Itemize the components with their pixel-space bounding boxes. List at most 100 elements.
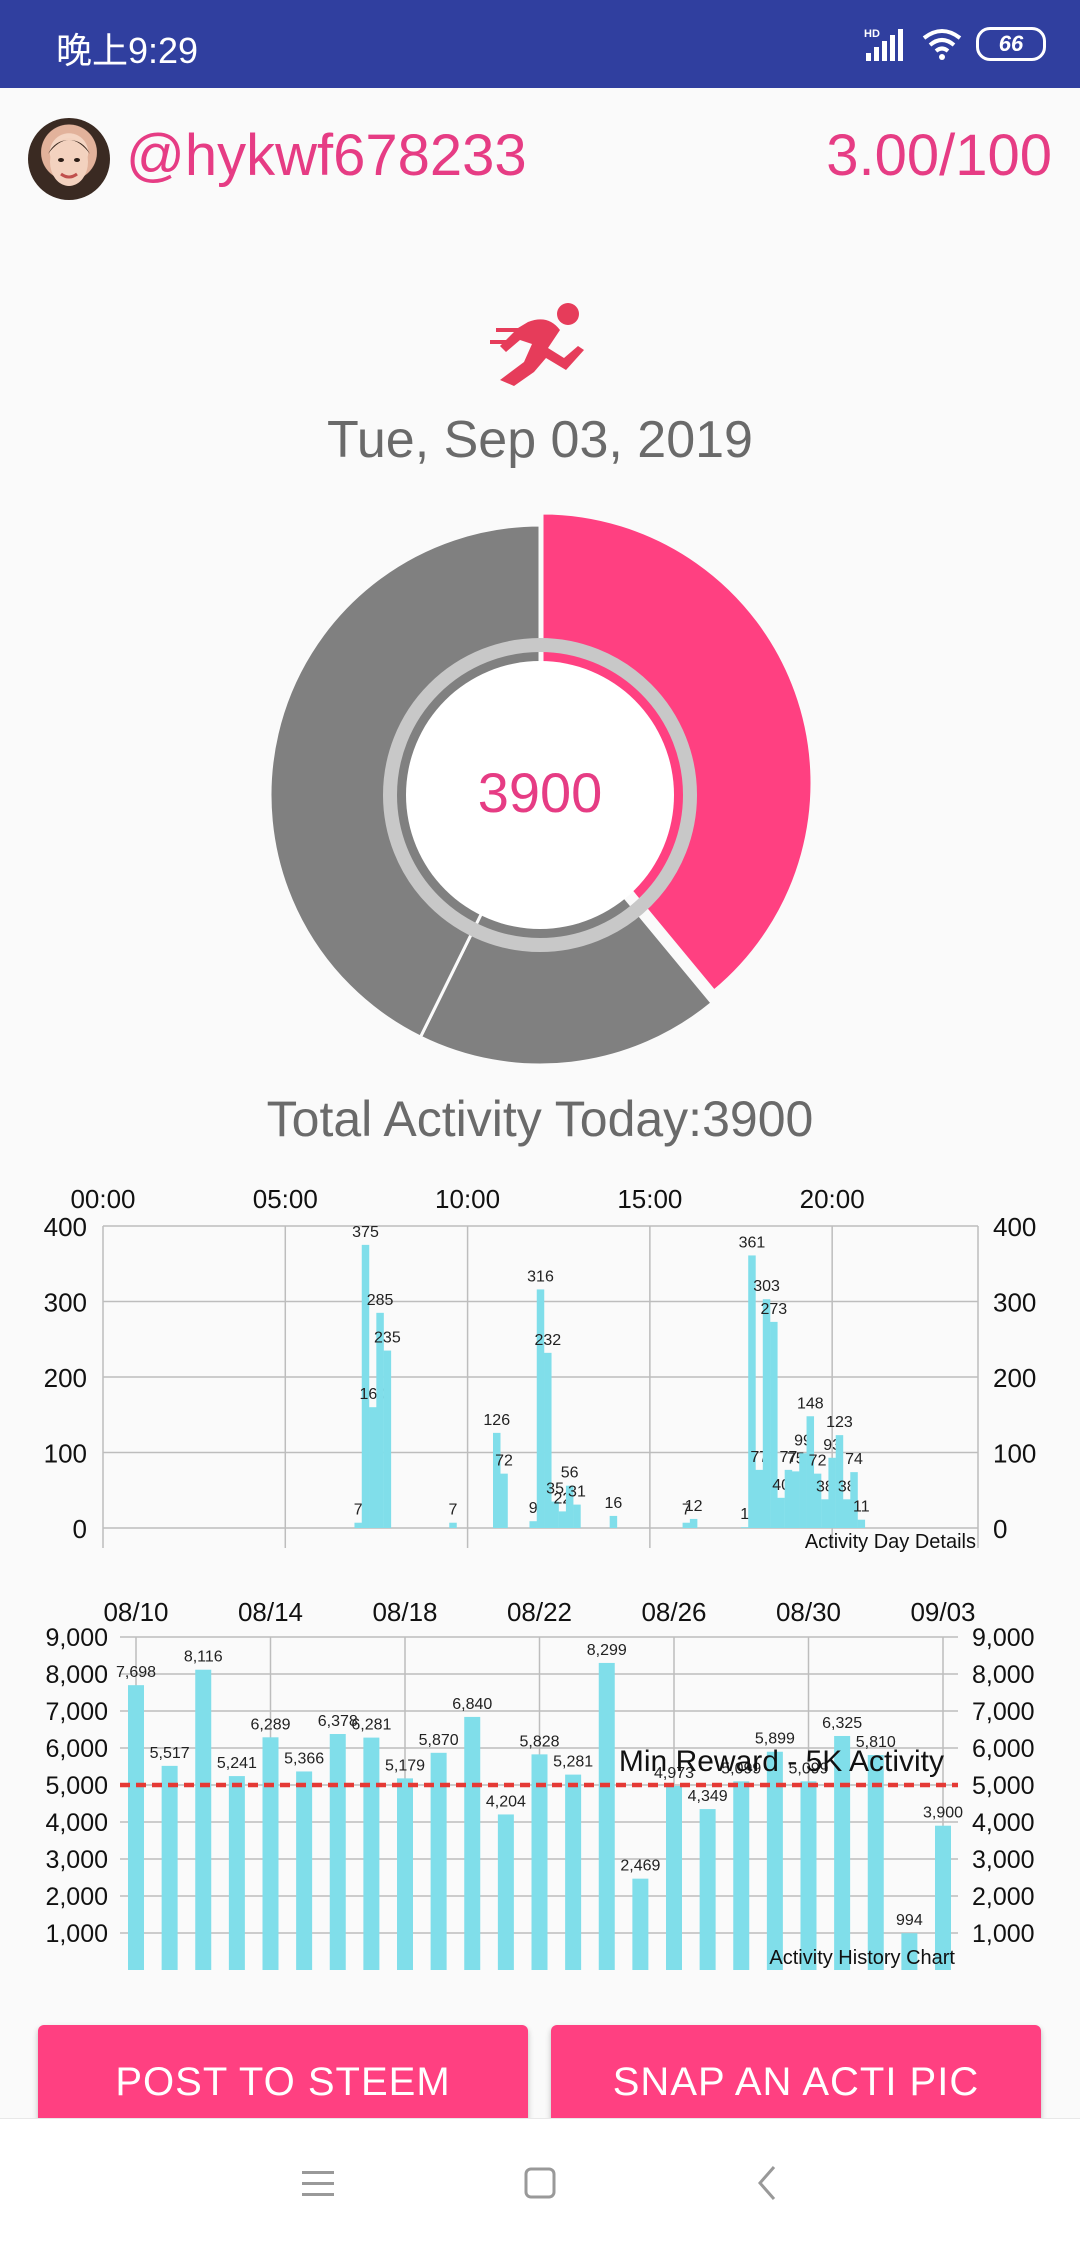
day-bar	[383, 1350, 392, 1528]
day-bar	[529, 1521, 537, 1528]
day-data-label: 12	[685, 1498, 703, 1515]
day-bar	[609, 1515, 618, 1528]
day-bar	[791, 1471, 800, 1528]
history-data-label: 6,289	[250, 1716, 290, 1733]
day-data-label: 1	[740, 1506, 749, 1523]
back-chevron-icon[interactable]	[738, 2159, 798, 2209]
history-y-tick-right: 9,000	[972, 1624, 1035, 1652]
home-square-icon[interactable]	[510, 2159, 570, 2209]
history-y-tick-right: 1,000	[972, 1920, 1035, 1948]
history-y-tick-right: 5,000	[972, 1772, 1035, 1800]
day-bar	[813, 1473, 822, 1528]
history-bar	[128, 1685, 144, 1970]
day-x-tick: 05:00	[253, 1184, 318, 1214]
username: @hykwf678233	[126, 123, 527, 188]
day-bar	[500, 1473, 508, 1528]
activity-history-chart: 1,000 1,000 2,000 2,000 3,000 3,000 4,000 4,000…	[45, 1597, 1035, 1970]
history-y-tick-left: 6,000	[45, 1735, 108, 1763]
history-data-label: 5,099	[721, 1760, 761, 1777]
day-data-label: 7	[682, 1502, 691, 1519]
history-data-label: 4,349	[688, 1788, 728, 1805]
avatar[interactable]	[28, 118, 110, 200]
history-data-label: 8,299	[587, 1642, 627, 1659]
day-bar	[850, 1472, 858, 1528]
day-x-tick: 10:00	[435, 1184, 500, 1214]
history-bar	[464, 1716, 481, 1970]
day-bar	[748, 1255, 756, 1528]
runner-icon	[490, 303, 584, 386]
history-bar	[733, 1781, 750, 1970]
day-data-label: 72	[495, 1453, 513, 1470]
day-bar	[843, 1499, 851, 1528]
day-y-tick-right: 200	[993, 1363, 1036, 1393]
history-data-label: 6,378	[318, 1713, 358, 1730]
day-data-label: 273	[760, 1301, 787, 1318]
day-data-label: 9	[529, 1500, 538, 1517]
status-icons: HD 66	[864, 22, 1046, 66]
day-y-tick-right: 0	[993, 1514, 1007, 1544]
history-y-tick-left: 4,000	[45, 1809, 108, 1837]
history-data-label: 5,899	[755, 1731, 795, 1748]
day-bar	[565, 1485, 574, 1528]
history-y-tick-left: 3,000	[45, 1846, 108, 1874]
day-data-label: 7	[354, 1502, 363, 1519]
day-bar	[354, 1522, 362, 1528]
history-data-label: 5,281	[553, 1754, 593, 1771]
history-bar	[363, 1737, 380, 1970]
history-bar	[228, 1776, 245, 1970]
menu-icon[interactable]	[288, 2159, 348, 2209]
history-data-label: 5,870	[419, 1732, 459, 1749]
history-data-label: 5,517	[150, 1745, 190, 1762]
day-data-label: 56	[561, 1465, 579, 1482]
day-data-label: 123	[826, 1414, 853, 1431]
day-data-label: 31	[568, 1484, 586, 1501]
history-data-label: 7,698	[116, 1664, 156, 1681]
history-bar	[800, 1781, 817, 1970]
history-bar	[195, 1669, 212, 1970]
history-bar	[766, 1751, 783, 1970]
day-x-tick: 00:00	[70, 1184, 135, 1214]
history-x-tick: 08/10	[103, 1597, 168, 1627]
day-bar	[762, 1299, 771, 1528]
day-y-tick-left: 200	[44, 1363, 87, 1393]
history-bar	[666, 1785, 682, 1970]
history-data-label: 8,116	[184, 1649, 223, 1666]
history-bar	[397, 1778, 413, 1970]
day-x-tick: 20:00	[800, 1184, 865, 1214]
battery-icon: 66	[976, 27, 1046, 61]
day-data-label: 285	[367, 1292, 394, 1309]
day-data-label: 72	[809, 1453, 827, 1470]
history-bar	[901, 1933, 918, 1970]
profile-header: @hykwf678233 3.00/100	[0, 108, 1080, 204]
history-bar	[867, 1755, 884, 1970]
day-data-label: 235	[374, 1330, 401, 1347]
history-x-tick: 08/18	[372, 1597, 437, 1627]
history-bar	[598, 1662, 615, 1970]
history-data-label: 4,204	[486, 1793, 526, 1810]
day-bar	[770, 1321, 778, 1528]
history-bar	[497, 1814, 514, 1970]
history-bar	[430, 1752, 447, 1970]
history-x-tick: 08/14	[238, 1597, 303, 1627]
history-data-label: 5,179	[385, 1757, 425, 1774]
history-bar	[935, 1825, 951, 1970]
history-bar	[699, 1809, 716, 1970]
history-data-label: 2,469	[620, 1858, 660, 1875]
day-bar	[376, 1312, 384, 1528]
history-data-label: 5,828	[519, 1733, 559, 1750]
day-bar	[784, 1469, 793, 1528]
history-bar	[565, 1774, 582, 1970]
wifi-icon	[922, 29, 962, 60]
avatar-face-icon	[48, 138, 90, 186]
history-x-tick: 09/03	[910, 1597, 975, 1627]
history-data-label: 3,900	[923, 1805, 963, 1822]
history-data-label: 6,281	[351, 1717, 391, 1734]
day-y-tick-left: 400	[44, 1212, 87, 1242]
day-y-tick-left: 0	[73, 1514, 87, 1544]
day-data-label: 77	[780, 1449, 798, 1466]
day-bar	[828, 1457, 836, 1528]
history-y-tick-left: 1,000	[45, 1920, 108, 1948]
day-bar	[361, 1244, 370, 1528]
day-bar	[493, 1432, 501, 1528]
